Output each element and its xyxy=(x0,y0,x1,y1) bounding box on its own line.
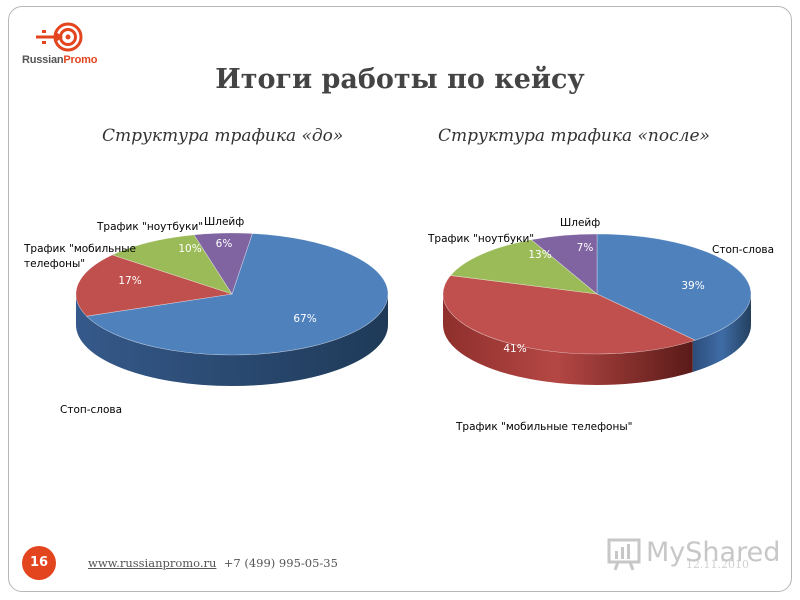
footer-contacts: www.russianpromo.ru +7 (499) 995-05-35 xyxy=(88,556,338,570)
page-number-badge: 16 xyxy=(22,546,56,580)
chart-board-icon xyxy=(607,538,641,571)
pie-0-slice-1 xyxy=(75,254,233,317)
watermark-text: MyShared xyxy=(646,537,781,568)
label-before-stopwords: Стоп-слова xyxy=(60,404,122,416)
logo-target-icon xyxy=(36,22,83,52)
pie-chart-after: 39% 41% 13% 7% xyxy=(442,233,752,385)
label-before-shleif: Шлейф xyxy=(204,216,244,228)
pie-0-pct-label-0: 67% xyxy=(293,313,316,325)
label-after-shleif: Шлейф xyxy=(560,217,600,229)
pie-1-slice-0 xyxy=(596,233,752,341)
label-after-stopwords: Стоп-слова xyxy=(712,244,774,256)
pie-0-pct-label-1: 17% xyxy=(118,275,141,287)
chart-title-before: Структура трафика «до» xyxy=(102,126,344,146)
pie-1-slice-2 xyxy=(449,239,598,295)
label-after-notebooks: Трафик "ноутбуки" xyxy=(427,233,534,245)
pie-1-pct-label-0: 39% xyxy=(681,280,704,292)
pie-1-side-wall xyxy=(692,294,751,372)
pie-1-pct-label-1: 41% xyxy=(503,343,526,355)
pie-0-pct-label-3: 6% xyxy=(216,238,233,250)
pie-1-slice-1 xyxy=(442,275,696,355)
pie-1-slice-3 xyxy=(530,233,598,295)
pie-0-slice-0 xyxy=(86,233,389,356)
label-after-mobile: Трафик "мобильные телефоны" xyxy=(455,421,632,433)
phone-number: +7 (499) 995-05-35 xyxy=(223,556,338,570)
pie-0-side-wall xyxy=(76,294,388,386)
russianpromo-logo: RussianPromo xyxy=(22,22,112,70)
label-before-mobile-line2: телефоны" xyxy=(24,258,85,270)
pie-1-pct-label-3: 7% xyxy=(577,242,594,254)
slide-date: 12.11.2010 xyxy=(686,558,749,571)
pie-0-slice-3 xyxy=(193,232,253,295)
pie-chart-before: 67% 17% 10% 6% xyxy=(75,232,389,386)
pie-1-side-wall xyxy=(443,294,693,385)
pie-0-slice-2 xyxy=(111,234,233,295)
logo-text: RussianPromo xyxy=(22,54,98,66)
website-link[interactable]: www.russianpromo.ru xyxy=(88,556,217,570)
chart-title-after: Структура трафика «после» xyxy=(438,126,710,146)
page-title: Итоги работы по кейсу xyxy=(215,64,585,95)
label-before-notebooks: Трафик "ноутбуки" xyxy=(96,221,203,233)
label-before-mobile-line1: Трафик "мобильные xyxy=(23,243,136,255)
pie-1-pct-label-2: 13% xyxy=(528,249,551,261)
pie-0-pct-label-2: 10% xyxy=(178,243,201,255)
myshared-watermark: MyShared xyxy=(606,536,780,576)
